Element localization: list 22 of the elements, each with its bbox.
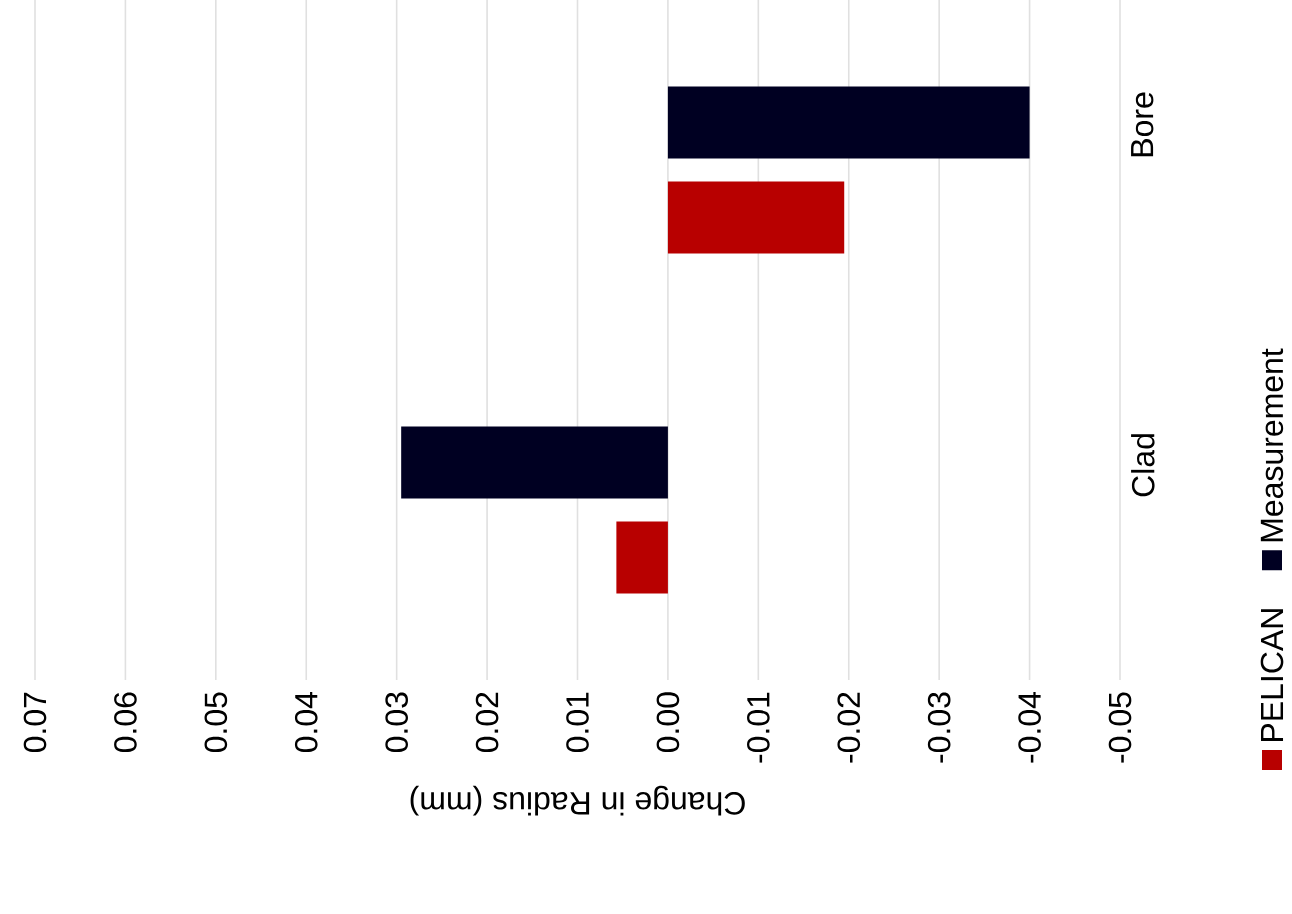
y-tick-label: Clad bbox=[1131, 434, 1155, 497]
bar bbox=[401, 426, 668, 499]
bar bbox=[667, 181, 845, 254]
x-tick-label: -0.02 bbox=[837, 692, 861, 763]
x-tick-label: -0.04 bbox=[1018, 692, 1041, 763]
x-axis-title: Change in Radius (mm) bbox=[410, 785, 745, 816]
text: PELICAN bbox=[1260, 609, 1284, 741]
x-tick-label: -0.03 bbox=[927, 692, 951, 763]
bar bbox=[667, 86, 1030, 159]
x-tick-label: 0.03 bbox=[385, 692, 408, 753]
text: Measurement bbox=[1260, 348, 1284, 542]
x-tick-label: -0.05 bbox=[1108, 692, 1132, 763]
x-tick-label: 0.07 bbox=[23, 692, 47, 753]
x-tick-label: -0.01 bbox=[747, 692, 770, 763]
x-tick-label: 0.05 bbox=[204, 692, 228, 753]
bar bbox=[616, 521, 668, 594]
x-tick-label: 0.06 bbox=[114, 692, 137, 753]
y-tick-label: Bore bbox=[1131, 92, 1154, 157]
x-tick-label: 0.04 bbox=[294, 692, 318, 753]
x-tick-label: 0.00 bbox=[656, 692, 680, 753]
x-tick-label: 0.01 bbox=[566, 692, 589, 753]
x-tick-label: 0.02 bbox=[475, 692, 499, 753]
